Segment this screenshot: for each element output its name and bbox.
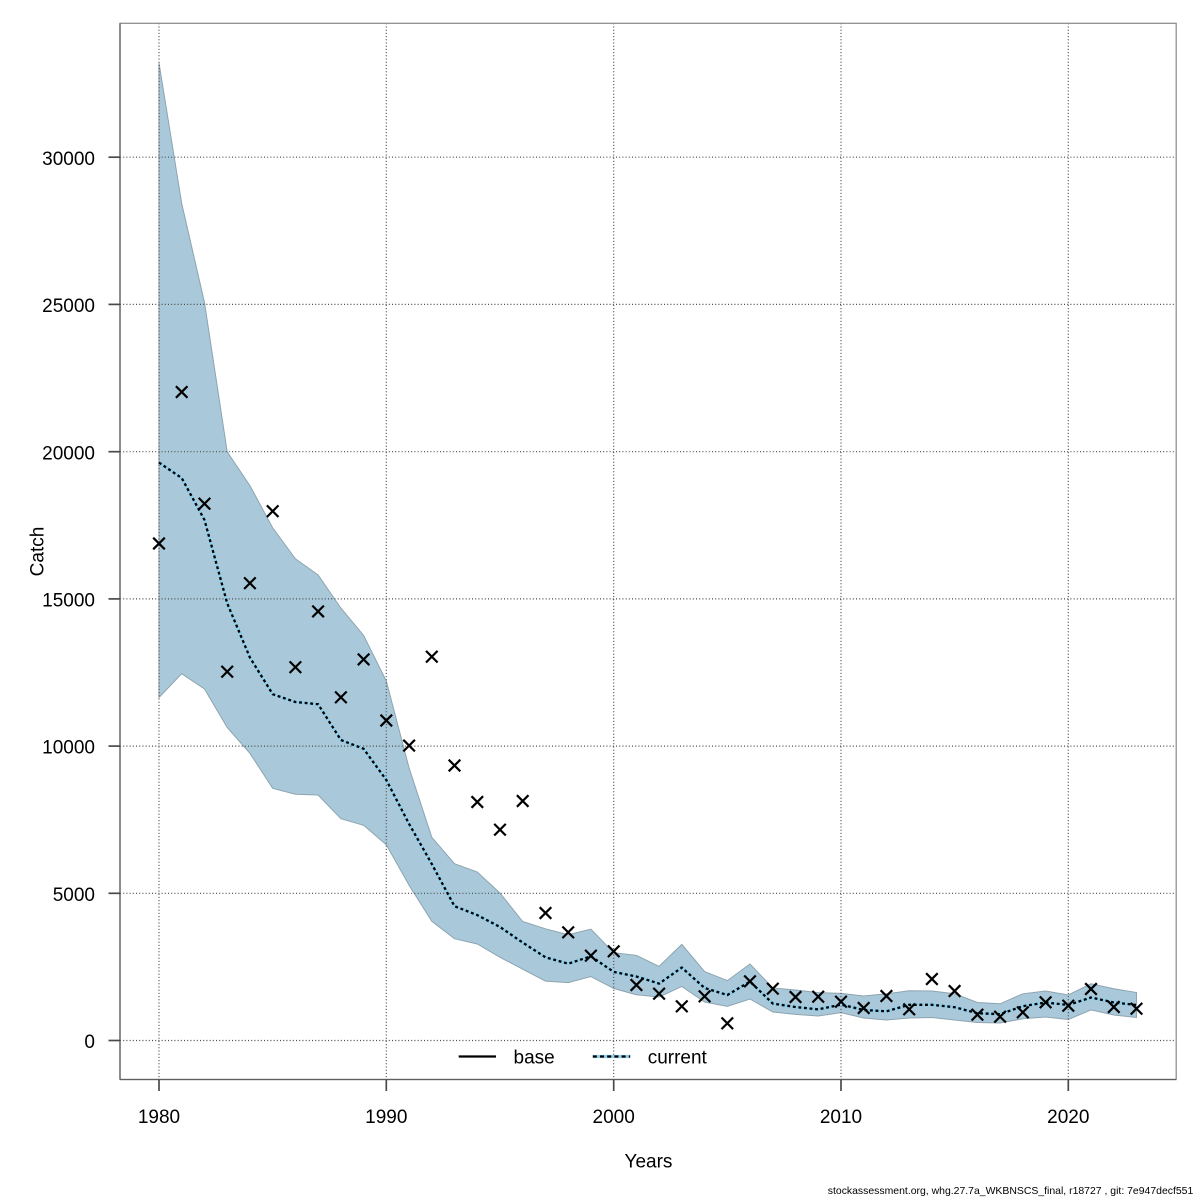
svg-text:2000: 2000 (593, 1107, 635, 1128)
svg-text:30000: 30000 (42, 149, 95, 170)
svg-text:current: current (648, 1047, 708, 1068)
svg-text:20000: 20000 (42, 443, 95, 464)
svg-text:1980: 1980 (138, 1107, 180, 1128)
svg-text:Years: Years (625, 1152, 673, 1173)
svg-text:0: 0 (84, 1032, 95, 1053)
svg-text:2010: 2010 (820, 1107, 862, 1128)
svg-text:10000: 10000 (42, 738, 95, 759)
svg-text:Catch: Catch (28, 527, 49, 577)
svg-text:2020: 2020 (1047, 1107, 1089, 1128)
svg-text:base: base (514, 1047, 555, 1068)
svg-text:5000: 5000 (53, 885, 95, 906)
svg-text:25000: 25000 (42, 296, 95, 317)
svg-text:1990: 1990 (365, 1107, 407, 1128)
svg-text:stockassessment.org, whg.27.7a: stockassessment.org, whg.27.7a_WKBNSCS_f… (828, 1186, 1194, 1197)
svg-text:15000: 15000 (42, 591, 95, 612)
